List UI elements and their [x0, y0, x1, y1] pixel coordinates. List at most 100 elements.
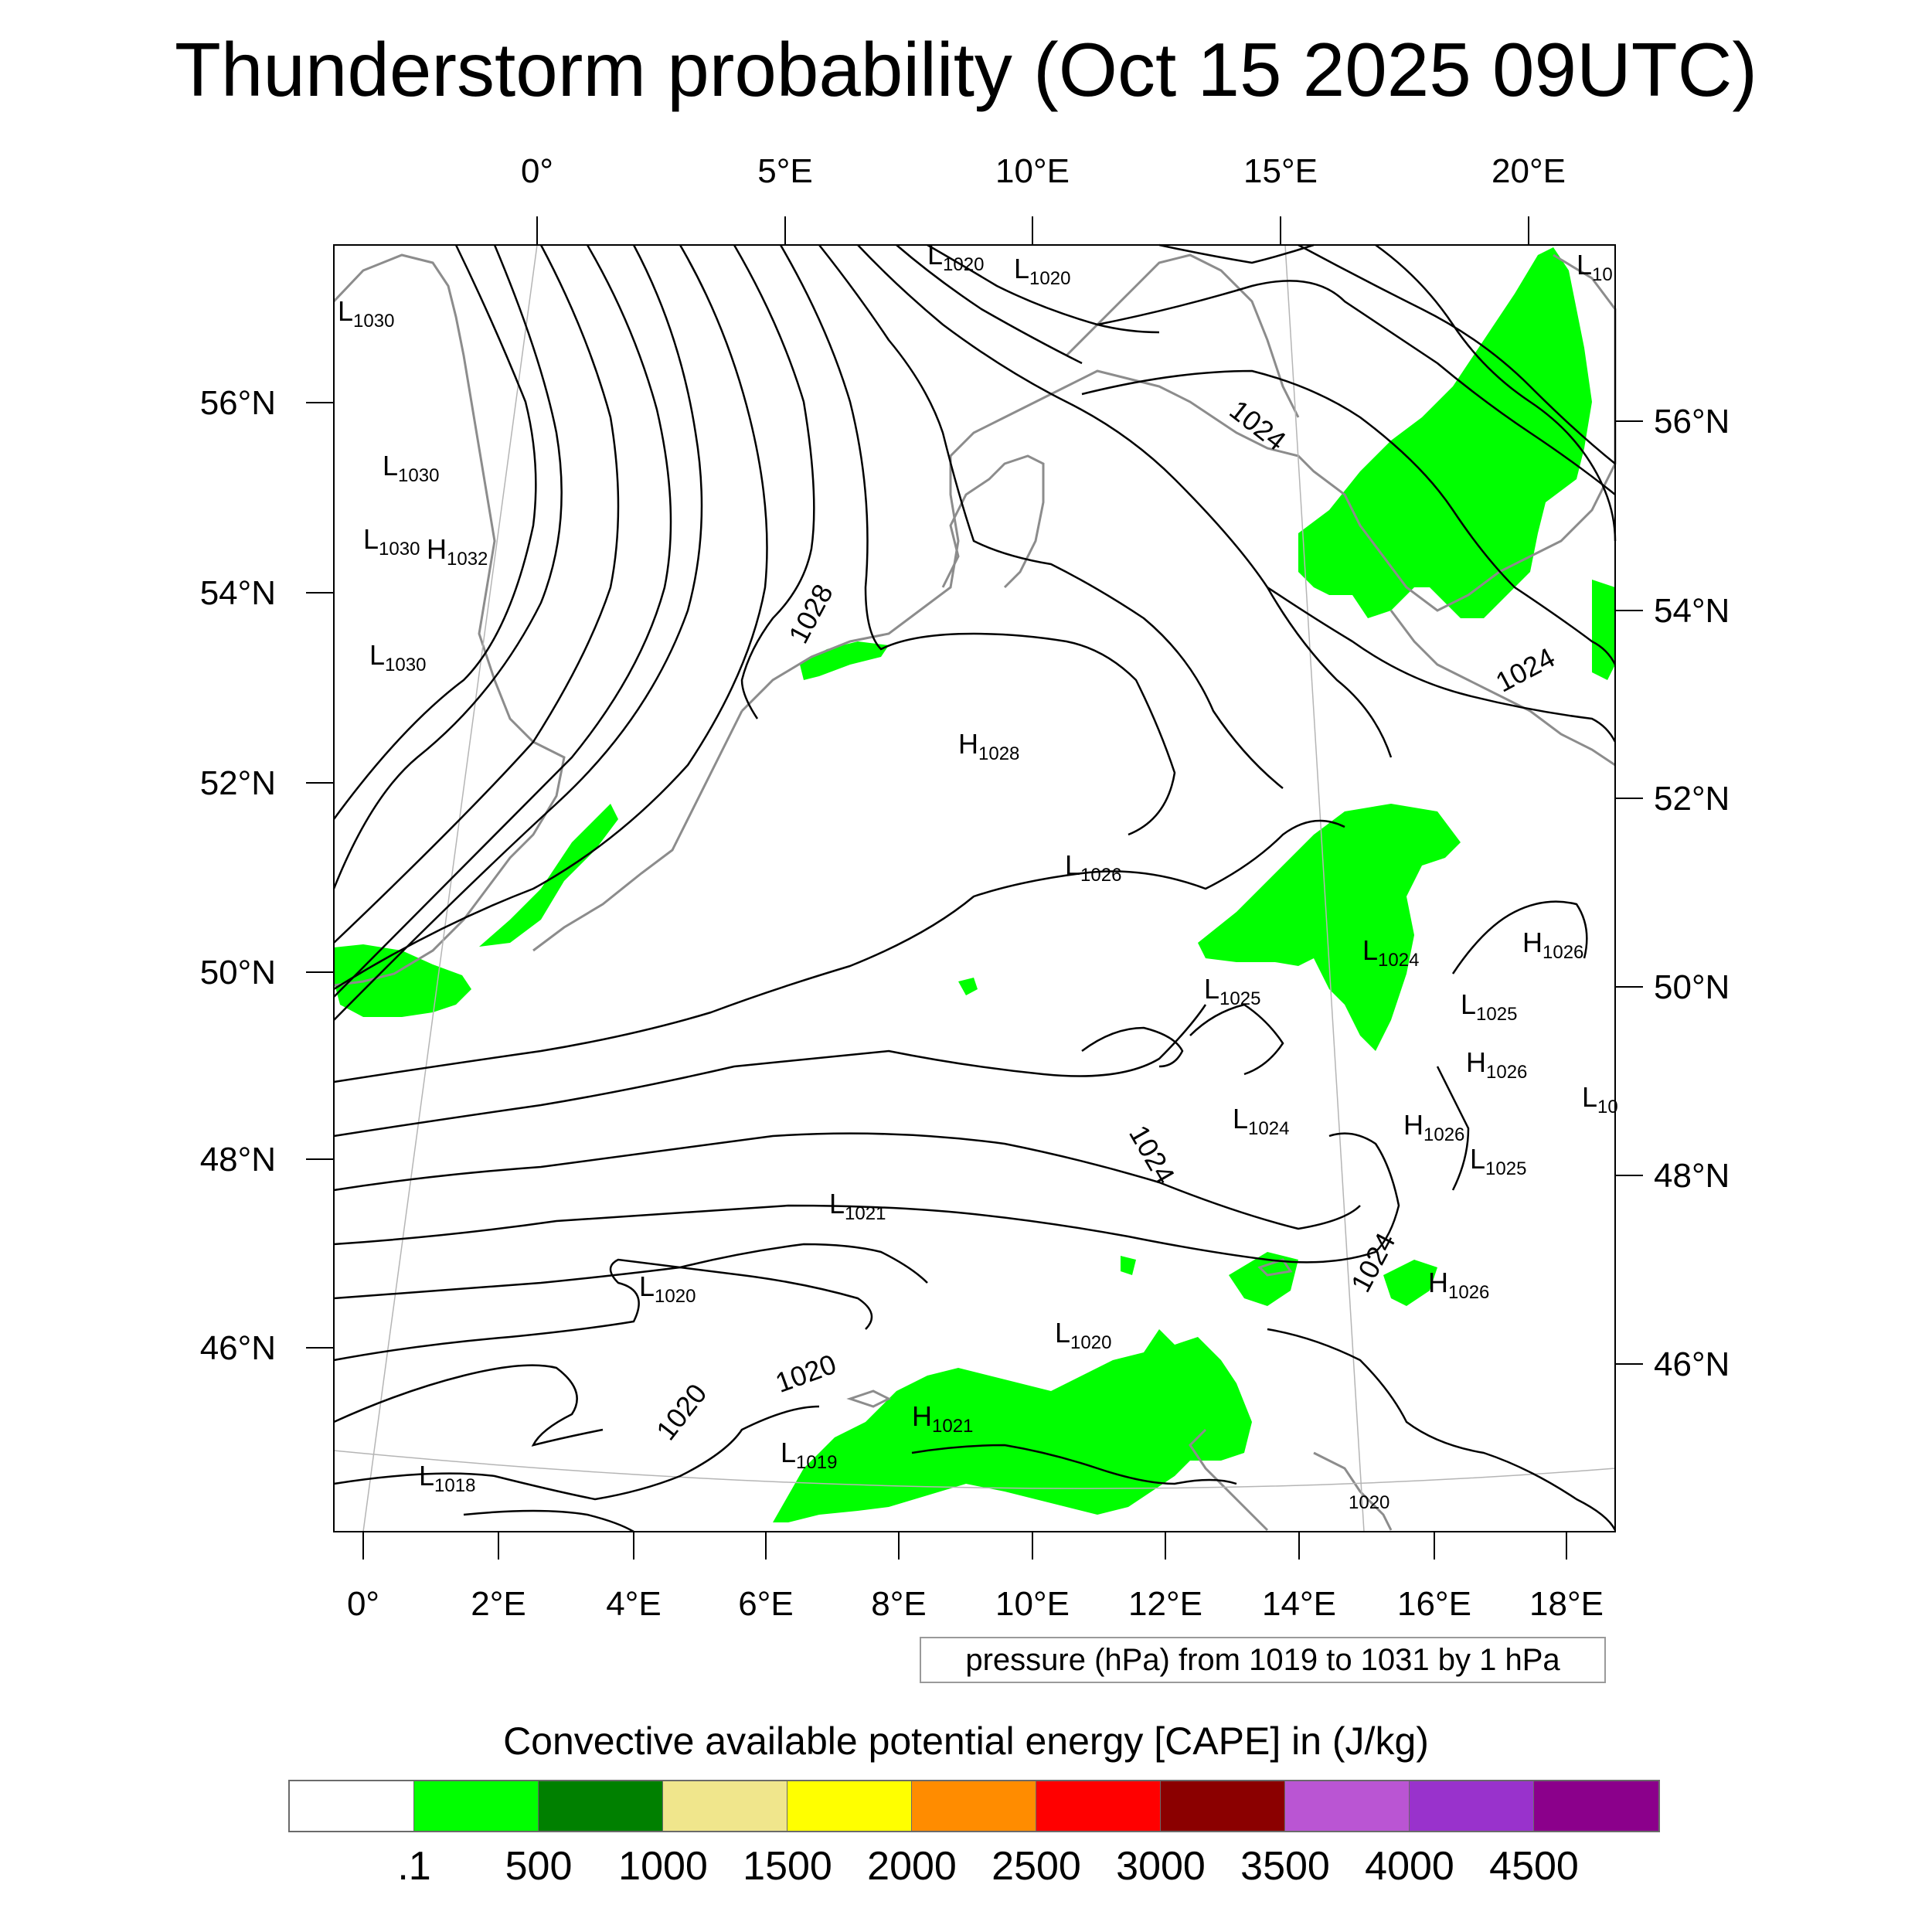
pressure-center: L1030 — [338, 295, 394, 332]
coastline-lowcountries — [532, 710, 743, 952]
isobar — [779, 244, 1176, 836]
coastline-sweden — [1065, 253, 1300, 418]
isobar — [1451, 900, 1588, 975]
isobar — [333, 1132, 1361, 1230]
colorbar-swatch — [1285, 1781, 1410, 1831]
lat-label-left: 56°N — [200, 384, 276, 422]
lat-label-right: 52°N — [1654, 780, 1730, 818]
lon-label-bottom: 0° — [347, 1585, 379, 1623]
pressure-center: H1026 — [1522, 927, 1583, 963]
coastlines — [332, 253, 1617, 1532]
colorbar-tick-label: 4000 — [1365, 1844, 1454, 1889]
colorbar-swatch — [1036, 1781, 1161, 1831]
lon-label-bottom: 2°E — [471, 1585, 526, 1623]
lat-label-right: 56°N — [1654, 403, 1730, 440]
colorbar-swatch — [539, 1781, 663, 1831]
colorbar — [288, 1780, 1660, 1832]
cape-areas — [334, 247, 1615, 1522]
lon-label-bottom: 6°E — [738, 1585, 793, 1623]
lat-label-left: 46°N — [200, 1329, 276, 1367]
lon-label-top: 20°E — [1492, 152, 1566, 190]
isobar — [1097, 280, 1616, 495]
chart-title: Thunderstorm probability (Oct 15 2025 09… — [175, 27, 1757, 112]
lon-label-top: 0° — [521, 152, 553, 190]
cape-area — [334, 944, 471, 1017]
colorbar-tick-label: 2500 — [992, 1844, 1081, 1889]
cape-area — [1298, 247, 1592, 618]
pressure-center: L1030 — [363, 523, 420, 560]
colorbar-tick-label: 3000 — [1116, 1844, 1206, 1889]
isobar — [333, 1405, 820, 1501]
pressure-center: L1024 — [1233, 1103, 1289, 1139]
isobar — [333, 244, 672, 998]
colorbar-swatch — [414, 1781, 539, 1831]
lon-label-top: 10°E — [995, 152, 1070, 190]
isobar — [333, 1243, 928, 1300]
lat-label-right: 48°N — [1654, 1157, 1730, 1195]
pressure-centers: L1020 L1020 L10 L1030 L1030 L1030 H1032 … — [338, 239, 1618, 1513]
coastline-denmark — [941, 454, 1045, 589]
isobar — [1436, 1066, 1470, 1191]
cape-area — [1198, 804, 1461, 1051]
pressure-center: L1020 — [927, 239, 984, 275]
isobar — [333, 819, 1345, 1083]
isobar — [1081, 369, 1617, 665]
colorbar-title: Convective available potential energy [C… — [503, 1719, 1429, 1763]
colorbar-tick-label: .1 — [397, 1844, 431, 1889]
lon-label-bottom: 16°E — [1397, 1585, 1471, 1623]
pressure-center: L1030 — [369, 639, 426, 675]
coastline-baltic — [1389, 610, 1616, 767]
lat-label-right: 50°N — [1654, 968, 1730, 1006]
isobar — [1081, 1026, 1184, 1068]
graticule — [333, 244, 1616, 1532]
lat-label-left: 52°N — [200, 764, 276, 802]
cape-area — [1121, 1256, 1136, 1275]
pressure-center: L1030 — [383, 450, 439, 486]
isobar — [333, 1004, 1207, 1138]
colorbar-swatch — [663, 1781, 787, 1831]
coastline-continent — [740, 253, 1617, 713]
cape-area — [773, 1329, 1252, 1522]
colorbar-tick-label: 3500 — [1240, 1844, 1330, 1889]
isobar — [332, 244, 537, 820]
cape-area — [1229, 1252, 1298, 1306]
coastline-adriatic — [1189, 1428, 1269, 1532]
isobar — [463, 1509, 634, 1533]
pressure-center: H1021 — [912, 1400, 973, 1437]
lat-label-left: 54°N — [200, 574, 276, 612]
colorbar-tick-label: 500 — [505, 1844, 573, 1889]
meridian-15e — [1284, 244, 1365, 1532]
colorbar-swatch — [1534, 1781, 1658, 1831]
isobar — [333, 244, 768, 991]
isobar-label: 1028 — [782, 579, 839, 648]
isobar — [1158, 243, 1315, 264]
lon-label-top: 5°E — [757, 152, 812, 190]
lat-label-left: 50°N — [200, 954, 276, 992]
pressure-center: L1025 — [1204, 973, 1260, 1009]
colorbar-swatch — [1410, 1781, 1534, 1831]
pressure-center: L1019 — [781, 1437, 837, 1473]
isobar — [333, 1364, 604, 1447]
pressure-center: H1026 — [1428, 1267, 1489, 1303]
cape-area — [958, 978, 978, 995]
coastline-adriatic-east — [1313, 1451, 1393, 1531]
isobar-label: 1024 — [1224, 393, 1292, 457]
lat-label-left: 48°N — [200, 1141, 276, 1179]
pressure-center: H1032 — [427, 533, 488, 570]
top-lon-labels: 0° 5°E 10°E 15°E 20°E — [521, 152, 1566, 190]
isobar — [332, 244, 563, 889]
colorbar-swatch — [290, 1781, 414, 1831]
pressure-center: L1026 — [1065, 849, 1121, 886]
isobar — [857, 244, 1393, 758]
isobar — [927, 243, 1160, 334]
lon-label-bottom: 8°E — [871, 1585, 926, 1623]
isobar — [333, 244, 620, 944]
colorbar-tick-label: 1000 — [618, 1844, 708, 1889]
pressure-contour-note: pressure (hPa) from 1019 to 1031 by 1 hP… — [920, 1637, 1606, 1683]
isobar — [333, 1258, 873, 1362]
isobar — [733, 244, 815, 719]
pressure-center: H1026 — [1403, 1109, 1464, 1145]
isobar-label: 1020 — [771, 1348, 840, 1399]
isobars — [332, 243, 1617, 1533]
